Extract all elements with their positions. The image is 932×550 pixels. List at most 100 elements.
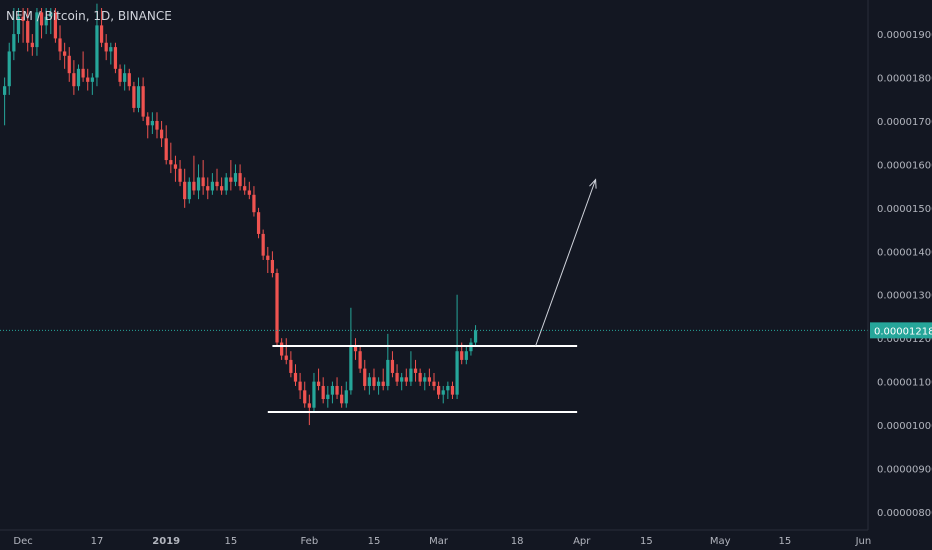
time-tick-label: Feb — [300, 536, 318, 547]
time-tick-label: 15 — [640, 536, 653, 547]
last-price-tag-box — [870, 322, 932, 339]
candle-body — [123, 73, 127, 82]
chart-legend[interactable]: NEM / Bitcoin, 1D, BINANCE — [6, 9, 172, 23]
candle-body — [90, 77, 94, 82]
price-tick-label: 0.00001400 — [877, 247, 932, 258]
candle-body — [95, 25, 99, 78]
candle-body — [58, 38, 62, 52]
time-tick-label: Dec — [13, 536, 32, 547]
candle-body — [455, 351, 459, 395]
candle-body — [446, 385, 450, 391]
candle-body — [473, 330, 478, 343]
legend-separator: , — [110, 9, 118, 23]
candle-body — [169, 160, 173, 165]
candle-body — [270, 259, 275, 274]
candle-body — [178, 168, 182, 182]
candle-body — [155, 120, 159, 130]
candle-body — [423, 377, 427, 382]
legend-interval: 1D — [93, 9, 111, 23]
drawings-layer[interactable] — [267, 178, 597, 414]
time-tick-label: Apr — [573, 536, 591, 547]
candle-body — [7, 51, 11, 87]
candle-body — [427, 377, 431, 382]
candle-body — [224, 177, 228, 191]
price-tick-label: 0.00000900 — [877, 465, 932, 476]
candle-body — [312, 381, 316, 408]
candle-body — [210, 181, 214, 191]
candle-body — [321, 385, 325, 400]
candle-body — [67, 55, 71, 74]
legend-exchange: BINANCE — [117, 9, 172, 23]
price-tick-label: 0.00001600 — [877, 160, 932, 171]
candle-body — [99, 25, 104, 43]
candle-body — [146, 116, 150, 126]
time-axis[interactable]: Dec 17 2019 15 Feb 15 Mar 18 Apr 15 May 15 Jun — [13, 536, 871, 547]
candle-body — [136, 86, 141, 108]
candle-body — [192, 181, 196, 191]
candle-body — [215, 181, 219, 187]
candle-body — [35, 12, 39, 48]
price-tick-label: 0.00001800 — [877, 74, 932, 85]
candle-body — [404, 377, 408, 382]
legend-symbol: NEM / Bitcoin — [6, 9, 86, 23]
candle-body — [340, 394, 344, 404]
last-price-tag: 0.00001218 — [870, 322, 932, 339]
time-tick-label: May — [710, 536, 731, 547]
candle-body — [183, 181, 187, 200]
candle-body — [390, 359, 395, 373]
price-axis[interactable]: 0.00000800 0.00000900 0.00001000 0.00001100… — [877, 30, 932, 519]
candle-body — [3, 86, 7, 95]
legend-separator: , — [85, 9, 94, 23]
candle-body — [49, 12, 53, 17]
candle-body — [316, 381, 321, 386]
time-tick-label: 2019 — [152, 536, 180, 547]
time-tick-label: 18 — [511, 536, 524, 547]
candle-body — [113, 47, 118, 69]
candle-body — [81, 68, 85, 78]
price-axis-background — [868, 0, 932, 550]
price-tick-label: 0.00001700 — [877, 117, 932, 128]
price-tick-label: 0.00001300 — [877, 291, 932, 302]
candle-body — [293, 372, 298, 382]
candles-layer — [3, 3, 478, 426]
candle-body — [432, 381, 436, 386]
price-tick-label: 0.00001000 — [877, 421, 932, 432]
candle-body — [450, 385, 455, 395]
candle-body — [349, 346, 353, 391]
candle-body — [21, 16, 25, 22]
candle-body — [464, 351, 468, 360]
candle-body — [44, 16, 48, 26]
candle-body — [303, 390, 307, 404]
price-tick-label: 0.00001100 — [877, 378, 932, 389]
candle-body — [307, 403, 311, 408]
candle-body — [104, 42, 108, 52]
candle-body — [238, 173, 242, 187]
projection-arrow-head-icon[interactable] — [589, 178, 597, 189]
candle-body — [109, 47, 113, 52]
candle-body — [409, 368, 413, 382]
last-price-label: 0.00001218 — [874, 326, 932, 337]
candle-body — [39, 12, 44, 26]
candle-body — [460, 351, 464, 360]
candle-body — [30, 42, 34, 48]
candle-body — [381, 381, 385, 386]
candle-body — [266, 255, 270, 260]
candle-body — [72, 73, 76, 87]
candle-body — [386, 359, 390, 386]
candle-body — [86, 77, 90, 82]
projection-arrow-shaft[interactable] — [535, 179, 597, 347]
time-tick-label: Jun — [855, 536, 872, 547]
candle-body — [127, 73, 131, 87]
candle-body — [441, 390, 445, 395]
candle-body — [233, 173, 238, 182]
candle-body — [289, 359, 293, 373]
candle-body — [229, 177, 233, 182]
candle-body — [344, 390, 348, 404]
candle-body — [159, 129, 164, 139]
candle-body — [284, 355, 288, 360]
candle-body — [353, 346, 358, 352]
price-tick-label: 0.00001200 — [877, 334, 932, 345]
candle-body — [376, 381, 381, 386]
